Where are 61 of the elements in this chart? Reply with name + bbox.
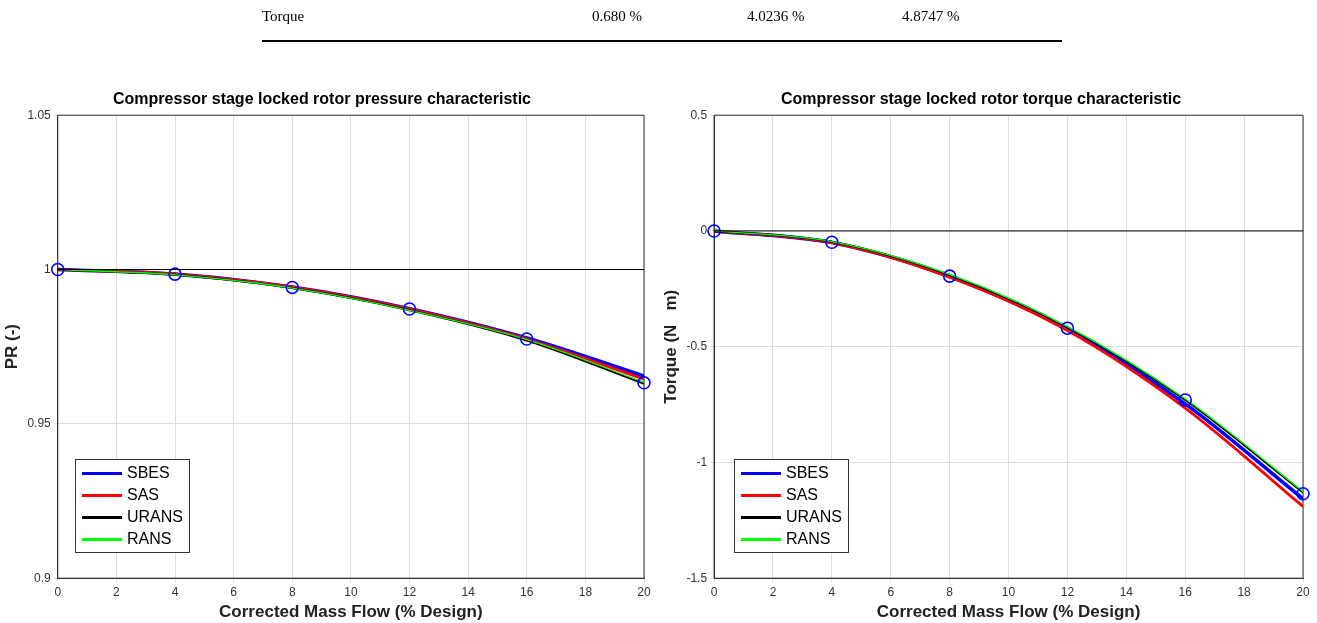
x-tick-label: 8	[946, 584, 954, 599]
point	[285, 280, 300, 295]
x-tick-label: 14	[461, 584, 476, 599]
legend-label: SAS	[127, 486, 160, 504]
point	[1060, 321, 1075, 335]
x-tick-label: 4	[828, 584, 836, 599]
legend-label: URANS	[786, 508, 843, 526]
x-tick-label: 14	[1119, 584, 1134, 599]
x-tick-label: 12	[1060, 584, 1075, 599]
legend-label: RANS	[127, 530, 172, 548]
x-tick-label: 8	[288, 584, 296, 599]
y-tick-label: -0.5	[686, 339, 708, 354]
point	[825, 235, 839, 250]
x-tick-label: 10	[344, 584, 358, 599]
text: 0.680 %	[592, 8, 642, 25]
y-tick-label: 0.9	[34, 570, 52, 585]
point	[942, 269, 957, 283]
y-tick-label: 0.95	[27, 416, 52, 431]
y-tick-label: 1	[44, 261, 52, 276]
legend-label: RANS	[786, 530, 831, 548]
point	[519, 332, 534, 346]
x-tick-label: 4	[171, 584, 179, 599]
x-tick-label: 20	[1296, 584, 1310, 599]
x-tick-label: 2	[113, 584, 121, 599]
legend-label: SAS	[786, 486, 819, 504]
y-tick-label: -1.5	[686, 570, 708, 585]
point	[50, 262, 65, 277]
point	[637, 376, 651, 390]
x-tick-label: 18	[1237, 584, 1252, 599]
point	[707, 224, 721, 238]
x-tick-label: 2	[769, 584, 777, 599]
y-axis-title: Torque (N m)	[660, 289, 680, 404]
legend-label: SBES	[786, 464, 829, 482]
x-tick-label: 12	[402, 584, 417, 599]
y-tick-label: 0.5	[690, 107, 708, 122]
x-tick-label: 6	[887, 584, 895, 599]
chart-title: Compressor stage locked rotor torque characteristic	[780, 90, 1182, 108]
x-tick-label: 20	[637, 584, 651, 599]
chart-title: Compressor stage locked rotor pressure characteristic	[113, 90, 532, 108]
x-tick-label: 0	[710, 584, 718, 599]
point	[1178, 393, 1193, 407]
x-tick-label: 18	[578, 584, 593, 599]
x-tick-label: 16	[1178, 584, 1193, 599]
x-axis-title: Corrected Mass Flow (% Design)	[876, 602, 1141, 622]
x-tick-label: 6	[230, 584, 238, 599]
text: Torque	[262, 8, 305, 25]
x-tick-label: 16	[520, 584, 534, 599]
y-tick-label: 0	[700, 223, 708, 238]
legend-label: URANS	[127, 508, 184, 526]
x-axis-title: Corrected Mass Flow (% Design)	[219, 602, 483, 622]
point	[168, 267, 182, 281]
text: 4.0236 %	[747, 8, 805, 25]
point	[1296, 486, 1310, 501]
x-tick-label: 0	[54, 584, 62, 599]
text: 4.8747 %	[902, 8, 960, 25]
y-axis-title: PR (-)	[1, 324, 21, 370]
legend-label: SBES	[127, 464, 170, 482]
x-tick-label: 10	[1001, 584, 1016, 599]
y-tick-label: 1.05	[27, 107, 52, 122]
point	[402, 302, 417, 316]
y-tick-label: -1	[696, 454, 708, 469]
